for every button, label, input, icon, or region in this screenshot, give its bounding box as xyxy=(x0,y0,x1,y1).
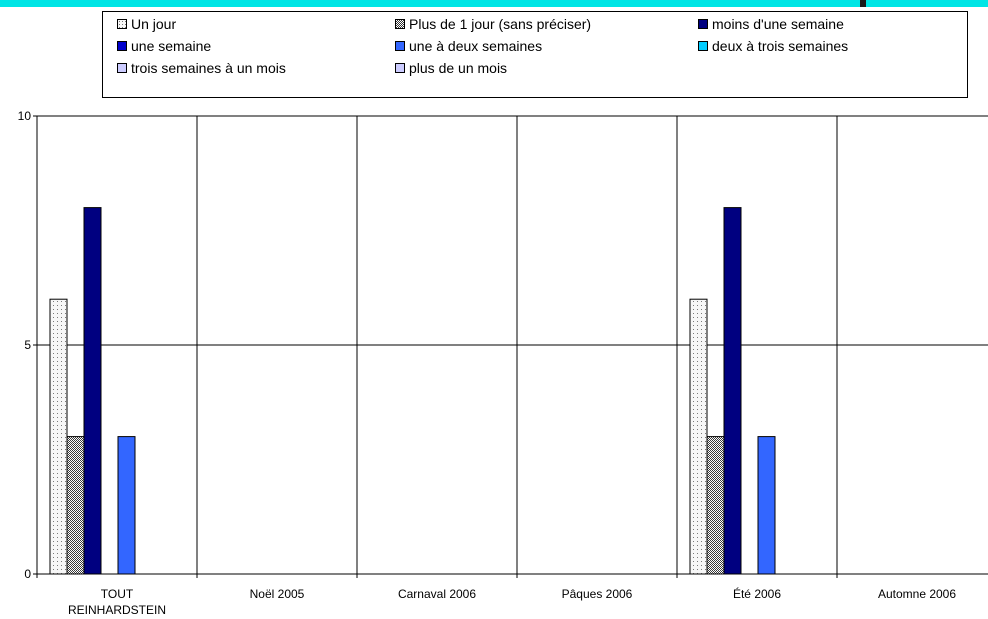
legend-item: Plus de 1 jour (sans préciser) xyxy=(395,13,591,35)
legend-swatch xyxy=(117,63,127,73)
legend-swatch xyxy=(698,19,708,29)
legend-label: une à deux semaines xyxy=(409,38,543,54)
y-tick-label: 5 xyxy=(24,338,31,352)
legend-item: une à deux semaines xyxy=(395,35,542,57)
legend-label: moins d'une semaine xyxy=(712,16,844,32)
legend-label: deux à trois semaines xyxy=(712,38,849,54)
y-tick-label: 10 xyxy=(18,109,32,123)
y-tick-label: 0 xyxy=(24,567,31,581)
legend-label: Un jour xyxy=(131,16,177,32)
legend-item: une semaine xyxy=(117,35,211,57)
chart-legend: Un jour Plus de 1 jour (sans préciser) moi… xyxy=(102,11,968,98)
legend-label: trois semaines à un mois xyxy=(131,60,286,76)
top-band-mark xyxy=(860,0,866,7)
legend-item: Un jour xyxy=(117,13,176,35)
x-category-label: Été 2006 xyxy=(733,586,781,601)
x-category-label: REINHARDSTEIN xyxy=(68,603,166,617)
legend-swatch xyxy=(395,19,405,29)
legend-label: plus de un mois xyxy=(409,60,508,76)
x-category-label: TOUT xyxy=(101,587,134,601)
bar xyxy=(49,298,68,575)
legend-label: Plus de 1 jour (sans préciser) xyxy=(409,16,592,32)
legend-swatch xyxy=(117,19,127,29)
legend-item: moins d'une semaine xyxy=(698,13,844,35)
x-category-label: Carnaval 2006 xyxy=(398,587,476,601)
x-category-label: Noël 2005 xyxy=(250,587,305,601)
legend-label: une semaine xyxy=(131,38,212,54)
bar xyxy=(706,436,725,575)
legend-item: trois semaines à un mois xyxy=(117,57,286,79)
legend-swatch xyxy=(395,41,405,51)
top-color-band xyxy=(0,0,988,7)
legend-swatch xyxy=(698,41,708,51)
legend-item: plus de un mois xyxy=(395,57,507,79)
legend-item: deux à trois semaines xyxy=(698,35,848,57)
bar xyxy=(66,436,85,575)
bar xyxy=(117,436,136,575)
legend-swatch xyxy=(117,41,127,51)
x-category-label: Pâques 2006 xyxy=(562,587,633,601)
legend-swatch xyxy=(395,63,405,73)
bar xyxy=(689,298,708,575)
bar xyxy=(83,207,102,575)
x-category-label: Automne 2006 xyxy=(878,587,956,601)
bar xyxy=(757,436,776,575)
bar xyxy=(723,207,742,575)
